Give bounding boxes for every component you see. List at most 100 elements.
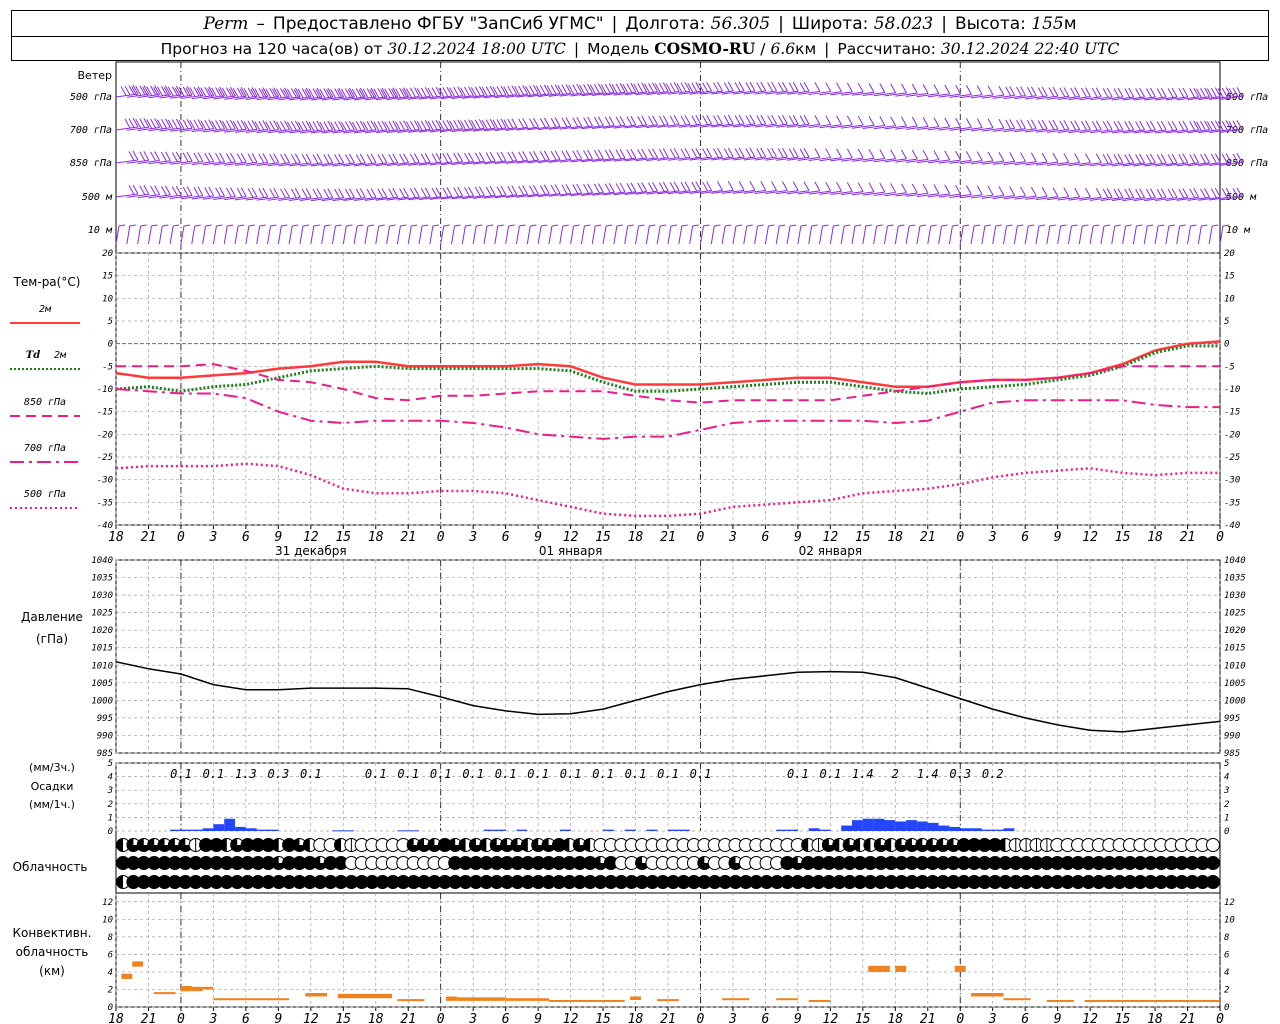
cloud-symbol-fill xyxy=(209,838,223,852)
time-tick-label: 12 xyxy=(563,1012,579,1024)
wind-barb xyxy=(970,224,981,245)
wind-barb xyxy=(418,187,442,201)
cloud-symbol-fill xyxy=(1102,875,1116,889)
wind-barb xyxy=(581,183,604,196)
precipitation-3h-label: 0.1 xyxy=(300,767,322,781)
wind-barb xyxy=(159,118,182,132)
wind-barb xyxy=(1057,224,1067,245)
cloud-symbol-fill xyxy=(126,856,140,870)
y-tick-label: 8 xyxy=(108,933,113,943)
wind-barb xyxy=(667,224,678,245)
wind-barb xyxy=(884,83,907,97)
temperature-line-t700 xyxy=(115,388,1220,440)
time-tick-label: 15 xyxy=(1115,530,1131,545)
wind-barb xyxy=(938,84,962,98)
time-tick-label: 0 xyxy=(697,1012,705,1024)
wind-barb xyxy=(408,87,431,100)
wind-barb xyxy=(591,224,602,245)
convective-bar xyxy=(895,965,907,972)
wind-barb xyxy=(776,114,799,128)
y-tick-label: 15 xyxy=(102,272,113,282)
time-axis-bottom: 18 21 0 3 6 9 12 15 18 21 0 3 6 9 12 15 18 21 0 3 6 9 12 15 18 21… xyxy=(108,1007,1224,1024)
wind-barb xyxy=(418,224,429,245)
y-tick-label: 1010 xyxy=(1224,661,1246,671)
wind-barb xyxy=(646,148,669,162)
y-tick-label: 4 xyxy=(108,773,113,783)
chart-header: Perm – Предоставлено ФГБУ "ЗапСиб УГМС" … xyxy=(11,10,1269,61)
wind-barb xyxy=(170,151,193,165)
wind-barb xyxy=(592,182,615,196)
wind-barb xyxy=(570,83,594,97)
cloud-symbol-fill xyxy=(531,838,545,852)
cloud-symbol-fill xyxy=(272,838,279,852)
wind-barb xyxy=(213,187,236,200)
wind-barb xyxy=(927,150,951,164)
wind-barb xyxy=(180,86,204,99)
wind-barb xyxy=(1046,224,1056,245)
cloud-symbol-fill xyxy=(521,856,535,870)
y-tick-label: -25 xyxy=(97,453,113,463)
wind-barb xyxy=(711,114,734,128)
wind-barb xyxy=(1219,153,1243,166)
y-tick-label: 0 xyxy=(108,340,113,350)
wind-barb xyxy=(992,152,1016,165)
cloud-symbol-fill xyxy=(780,875,794,889)
wind-barb xyxy=(613,182,637,196)
cloud-symbol-fill xyxy=(967,875,981,889)
wind-barb xyxy=(505,151,529,164)
precipitation-3h-label: 0.3 xyxy=(268,767,290,781)
cloud-symbol-fill xyxy=(1133,856,1147,870)
y-tick-label: 5 xyxy=(1224,759,1229,769)
wind-barb xyxy=(732,81,756,95)
cloud-symbol-fill xyxy=(594,875,608,889)
wind-barb xyxy=(927,117,951,131)
station-name: Perm xyxy=(203,13,249,34)
cloud-symbol-fill xyxy=(1081,875,1095,889)
y-tick-label: 20 xyxy=(1224,249,1235,259)
header-separator: | xyxy=(573,39,580,58)
y-tick-label: 2 xyxy=(1224,800,1229,810)
wind-barb xyxy=(667,148,691,161)
y-tick-label: 995 xyxy=(97,714,113,724)
convective-bar xyxy=(971,992,1004,997)
wind-barb xyxy=(353,224,364,245)
cloud-symbol-fill xyxy=(282,838,296,852)
convective-bar xyxy=(776,998,798,1001)
wind-panel-title: Ветер xyxy=(78,69,112,82)
cloud-symbol-fill xyxy=(604,856,618,870)
header-row-forecast: Прогноз на 120 часа(ов) от 30.12.2024 18… xyxy=(12,36,1268,61)
wind-barb xyxy=(408,187,431,201)
wind-barb xyxy=(657,148,680,161)
cloud-symbol-fill xyxy=(573,856,587,870)
precipitation-bar xyxy=(603,829,614,831)
cloud-symbol-fill xyxy=(1154,856,1168,870)
wind-barb xyxy=(819,182,842,195)
wind-barb xyxy=(711,181,734,194)
cloud-symbol-fill xyxy=(147,875,161,889)
wind-barb xyxy=(841,115,864,129)
cloud-symbol-fill xyxy=(220,856,234,870)
wind-barb xyxy=(1035,86,1059,100)
cloud-symbol-fill xyxy=(978,856,992,870)
wind-barb xyxy=(234,187,258,201)
wind-barb xyxy=(1024,224,1035,245)
cloud-symbol-fill xyxy=(324,856,338,870)
cloud-symbol-fill xyxy=(1113,875,1127,889)
wind-barb xyxy=(602,116,626,129)
cloud-symbol-fill xyxy=(1030,875,1044,889)
cloud-symbol-fill xyxy=(396,875,410,889)
cloud-symbol-fill xyxy=(531,856,545,870)
cloud-symbol-fill xyxy=(998,856,1012,870)
wind-barb xyxy=(613,148,637,162)
wind-barb xyxy=(873,183,897,196)
wind-barb xyxy=(699,224,710,245)
time-tick-label: 6 xyxy=(1021,1012,1029,1024)
wind-barb xyxy=(624,115,648,129)
cloud-symbol-fill xyxy=(957,838,971,852)
wind-barb xyxy=(245,153,269,167)
precipitation-3h-label: 0.1 xyxy=(365,767,387,781)
cloud-symbol-fill xyxy=(863,838,871,852)
cloud-symbol-fill xyxy=(209,856,223,870)
wind-barb xyxy=(473,186,496,199)
wind-barb xyxy=(570,183,594,197)
